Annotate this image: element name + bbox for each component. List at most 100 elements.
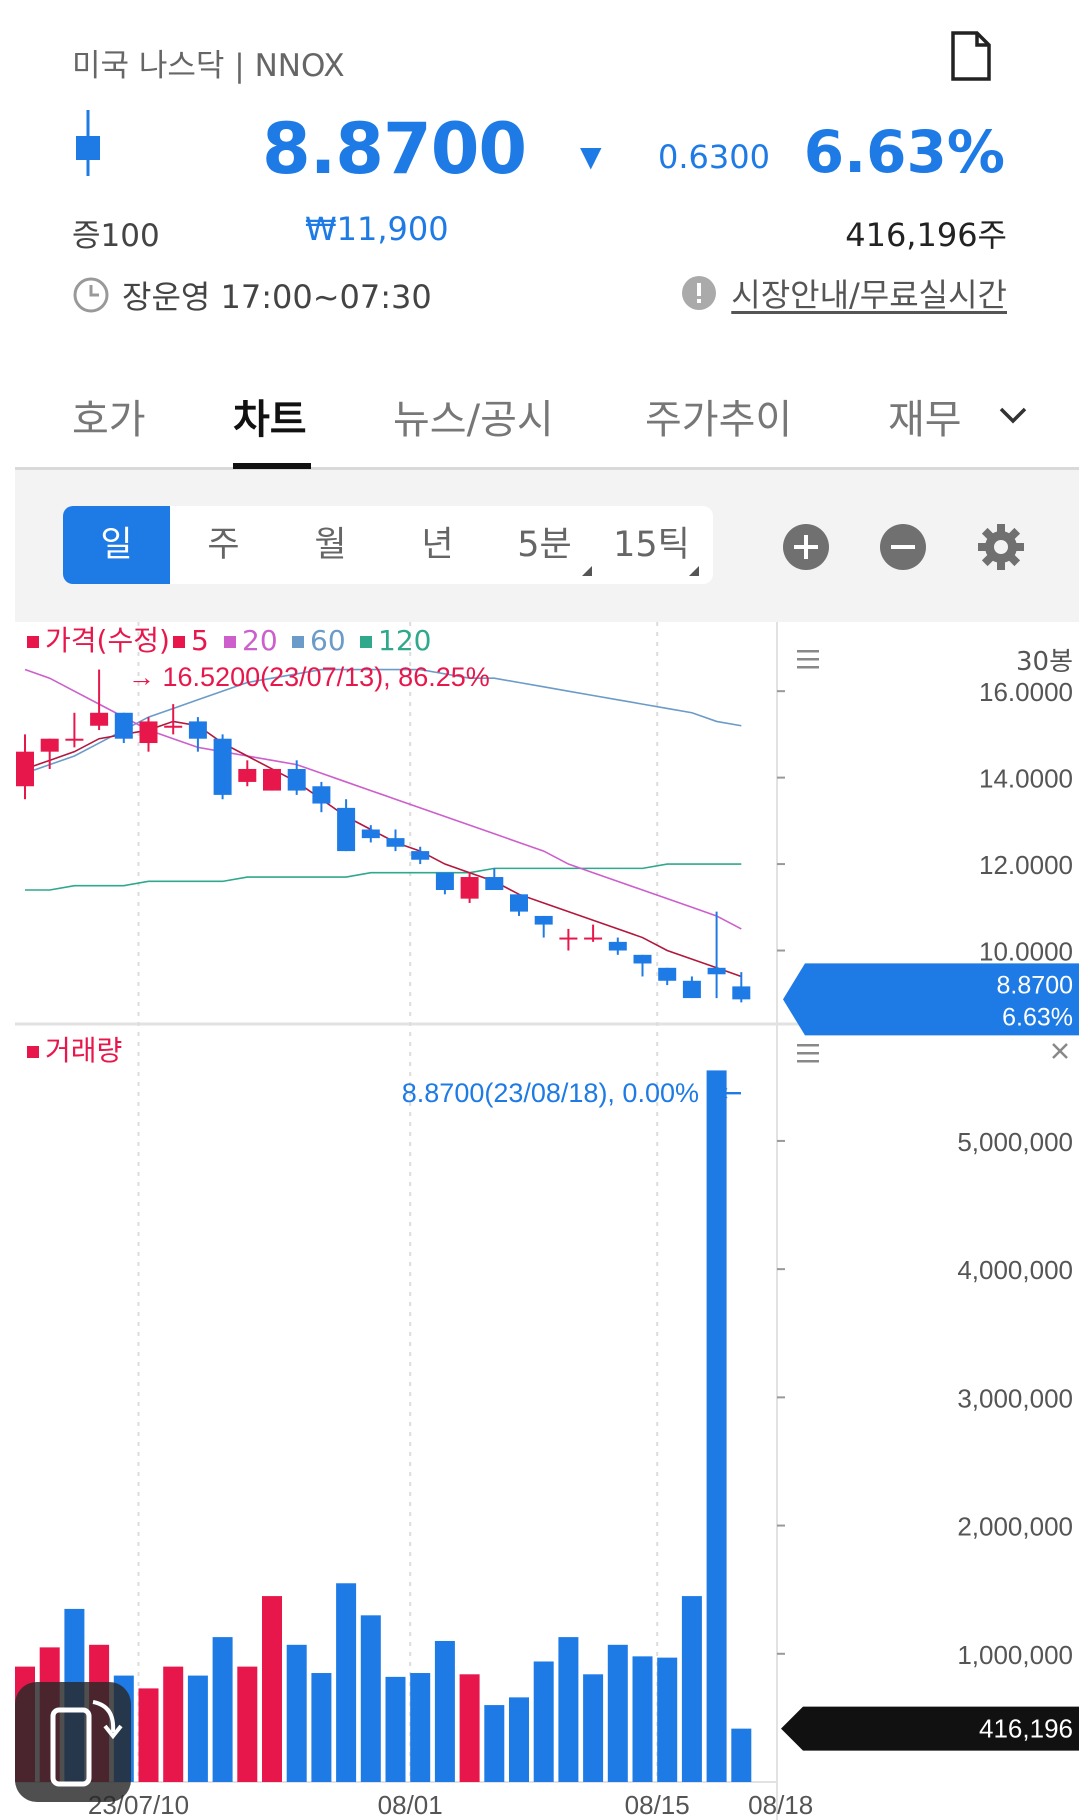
market-info[interactable]: 시장안내/무료실시간	[681, 270, 1007, 316]
doc-icon[interactable]	[945, 30, 995, 82]
period-15tick-label: 15틱	[613, 525, 690, 565]
legend-label: 60	[310, 624, 346, 657]
candle-body	[188, 721, 207, 739]
volume-bar	[583, 1674, 604, 1782]
last-volume-tag	[781, 1706, 1079, 1751]
down-arrow-icon: ▼	[580, 140, 602, 173]
candle-body	[287, 768, 306, 791]
legend-label: 120	[378, 624, 431, 657]
tab-orderbook[interactable]: 호가	[72, 397, 146, 443]
candle-body	[386, 838, 405, 847]
current-price: 8.8700	[262, 108, 527, 190]
y-tick-label: 10.0000	[979, 937, 1073, 967]
candle-body	[164, 725, 183, 728]
y-tick-label: 2,000,000	[957, 1512, 1073, 1542]
x-tick-label: 08/01	[378, 1790, 443, 1820]
trade-volume: 416,196주	[845, 216, 1007, 254]
price-chart[interactable]: 16.0000 14.0000 12.0000 10.0000 가격(수정) 5 20 60 1…	[15, 622, 1079, 1820]
volume-bar	[607, 1644, 628, 1782]
bar-count-label: 30봉	[1016, 647, 1073, 677]
candle-body	[114, 712, 133, 739]
candle-body	[534, 915, 553, 925]
candle-body	[732, 986, 751, 1000]
candle-body	[238, 768, 257, 782]
y-tick-label: 3,000,000	[957, 1383, 1073, 1413]
gear-icon[interactable]	[977, 523, 1025, 571]
volume-bar	[459, 1674, 480, 1782]
candle-body	[510, 894, 528, 912]
candle-body	[460, 877, 479, 899]
tab-news[interactable]: 뉴스/공시	[393, 397, 554, 443]
volume-bar	[163, 1666, 184, 1782]
legend-swatch	[360, 636, 372, 648]
y-tick-label: 14.0000	[979, 764, 1073, 794]
candle-body	[40, 738, 59, 752]
volume-bar	[558, 1637, 579, 1782]
high-annotation: → 16.5200(23/07/13), 86.25%	[128, 662, 490, 692]
legend-swatch	[224, 636, 236, 648]
y-tick-label: 4,000,000	[957, 1255, 1073, 1285]
volume-bar	[286, 1644, 307, 1782]
candle-body	[361, 829, 380, 839]
volume-bar	[632, 1656, 653, 1782]
candle-body	[16, 751, 34, 787]
ma120-line	[25, 863, 742, 891]
trading-hours: 장운영 17:00~07:30	[72, 272, 432, 318]
price-krw: ₩11,900	[305, 210, 449, 248]
zoom-in-icon[interactable]	[782, 523, 830, 571]
low-annotation: 8.8700(23/08/18), 0.00%	[402, 1078, 699, 1108]
candle-body	[584, 937, 603, 940]
candle-body	[608, 941, 627, 951]
market-label: 미국 나스닥 | NNOX	[72, 48, 345, 84]
tab-financials[interactable]: 재무	[888, 397, 962, 443]
candle-body	[485, 877, 504, 890]
y-tick-label: 12.0000	[979, 850, 1073, 880]
volume-bar	[484, 1705, 505, 1782]
legend-swatch	[173, 636, 185, 648]
period-month[interactable]: 월	[314, 525, 347, 565]
period-15tick[interactable]: 15틱	[598, 506, 705, 584]
period-year[interactable]: 년	[421, 525, 454, 565]
candle-body	[263, 768, 281, 791]
candle-body	[707, 967, 726, 975]
candle-body	[337, 807, 356, 852]
period-day[interactable]: 일	[63, 506, 170, 584]
stock-header: 미국 나스닥 | NNOX 8.8700 ▼ 0.6300 6.63% 증100…	[0, 0, 1079, 340]
legend-label: 가격(수정)	[45, 624, 170, 657]
menu-icon	[797, 1060, 819, 1063]
candle-body	[90, 712, 109, 726]
close-icon-stroke	[1052, 1043, 1068, 1059]
market-info-link[interactable]: 시장안내/무료실시간	[731, 276, 1007, 314]
period-5min[interactable]: 5분	[491, 506, 598, 584]
candle-body	[213, 738, 232, 795]
candle-body	[435, 872, 454, 890]
volume-bar	[731, 1728, 752, 1782]
legend-label: 20	[242, 624, 278, 657]
zoom-out-icon[interactable]	[879, 523, 927, 571]
candle-body	[312, 786, 331, 804]
volume-bar	[706, 1070, 727, 1782]
menu-icon	[797, 1044, 819, 1047]
mini-candle-icon	[76, 110, 100, 176]
volume-bar	[311, 1673, 332, 1782]
chevron-down-icon[interactable]	[995, 397, 1031, 433]
tab-chart[interactable]: 차트	[233, 397, 307, 443]
close-icon	[1052, 1043, 1068, 1059]
legend-swatch	[27, 636, 39, 648]
volume-bar	[533, 1661, 554, 1782]
last-price-tag	[783, 963, 1079, 1036]
volume-bar	[336, 1583, 357, 1782]
x-tick-label: 08/15	[625, 1790, 690, 1820]
menu-icon	[797, 1052, 819, 1055]
candle-body	[139, 721, 158, 744]
candle-body	[658, 967, 677, 981]
last-price-value: 8.8700	[997, 971, 1073, 999]
rotate-screen-button[interactable]	[15, 1682, 131, 1802]
period-5min-label: 5분	[517, 525, 572, 565]
period-week[interactable]: 주	[207, 525, 240, 565]
axis-background	[777, 622, 1079, 1820]
volume-bar	[138, 1688, 159, 1782]
y-tick-label: 5,000,000	[957, 1127, 1073, 1157]
tab-price-trend[interactable]: 주가추이	[645, 397, 793, 443]
volume-bar	[657, 1657, 678, 1782]
